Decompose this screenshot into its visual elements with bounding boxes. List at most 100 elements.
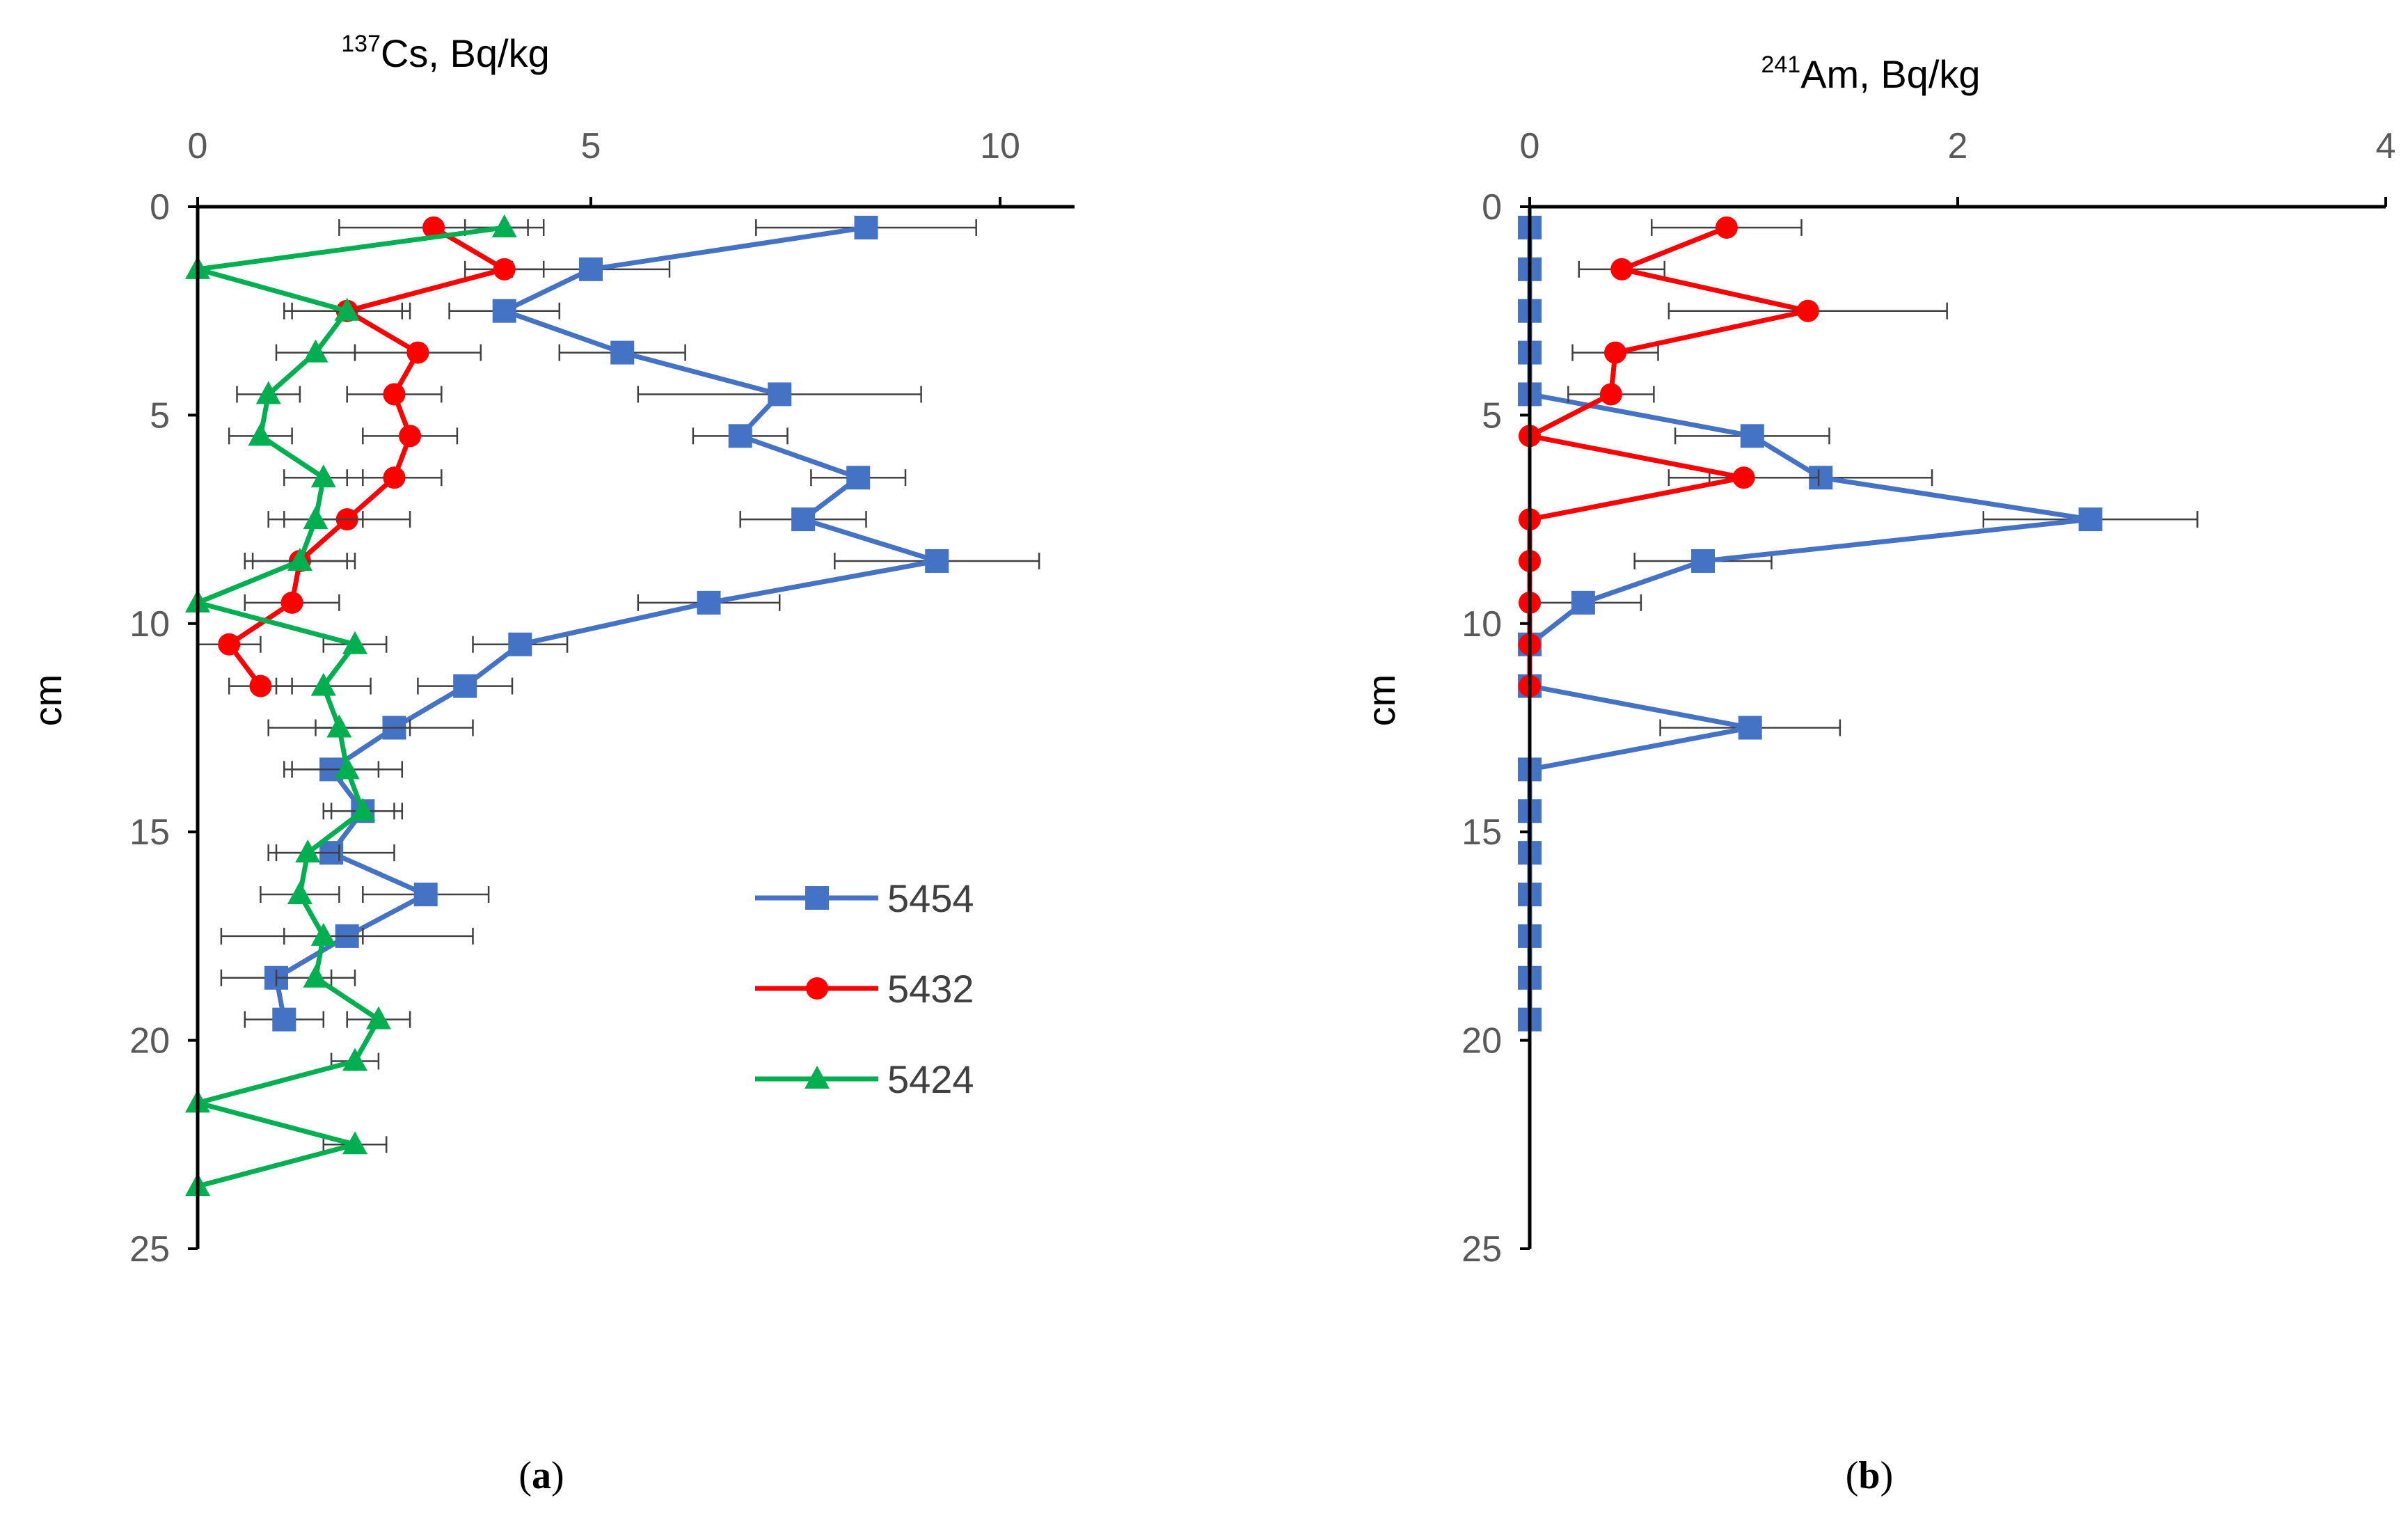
chart-b-caption: (b) xyxy=(1846,1454,1893,1497)
chart-a-point-5454 xyxy=(697,590,721,615)
chart-a-point-5424 xyxy=(287,881,312,905)
chart-b-x-tick-label: 4 xyxy=(2376,126,2396,166)
chart-a-caption-letter: a xyxy=(532,1454,551,1497)
chart-a-point-5424 xyxy=(287,547,312,571)
chart-a-point-5424 xyxy=(350,798,376,821)
chart-a-point-5454 xyxy=(272,1007,296,1032)
legend-marker-5454 xyxy=(805,886,829,910)
legend-label-5432: 5432 xyxy=(887,967,974,1011)
chart-a-point-5424 xyxy=(295,839,321,863)
chart-a-point-5454 xyxy=(846,466,871,490)
chart-a-line-5454 xyxy=(274,225,940,1020)
chart-a-point-5424 xyxy=(342,1131,367,1155)
legend-label-5424: 5424 xyxy=(887,1057,974,1101)
chart-a-point-5454 xyxy=(610,340,635,365)
chart-b-series-5432 xyxy=(1519,216,1948,697)
chart-b-y-tick-label: 5 xyxy=(1482,395,1502,436)
chart-a-series-5424 xyxy=(185,214,545,1197)
chart-a-point-5432 xyxy=(399,425,422,448)
chart-a-point-5424 xyxy=(255,381,281,404)
chart-a-point-5454 xyxy=(854,215,878,239)
chart-b-point-5454 xyxy=(1738,716,1762,740)
chart-a-point-5424 xyxy=(303,506,328,530)
chart-a-point-5432 xyxy=(249,674,272,697)
chart-a-point-5454 xyxy=(768,382,792,407)
chart-a-point-5424 xyxy=(342,1048,367,1071)
chart-b-point-5432 xyxy=(1796,299,1819,322)
legend-label-5454: 5454 xyxy=(887,876,974,920)
chart-b-point-5432 xyxy=(1715,216,1738,239)
chart-b-title-isotope: 241 xyxy=(1761,52,1800,78)
chart-a-point-5432 xyxy=(493,258,516,281)
chart-a-y-tick-label: 25 xyxy=(129,1229,170,1270)
chart-a-point-5424 xyxy=(491,214,517,237)
chart-b-point-5432 xyxy=(1604,341,1626,364)
chart-a-y-tick-label: 5 xyxy=(150,395,170,436)
chart-a-point-5432 xyxy=(383,466,406,489)
chart-b-point-5432 xyxy=(1599,383,1622,406)
chart-b-y-tick-label: 25 xyxy=(1462,1229,1502,1270)
chart-a-ylabel: cm xyxy=(26,674,70,727)
chart-a-point-5424 xyxy=(334,756,360,780)
chart-a-point-5454 xyxy=(728,424,752,448)
chart-a-point-5424 xyxy=(310,922,336,946)
chart-a-series-5432 xyxy=(196,216,545,697)
chart-a-x-tick-label: 0 xyxy=(188,126,208,166)
chart-a-point-5454 xyxy=(453,674,477,698)
chart-a-legend: 5454 5432 5424 xyxy=(755,876,974,1101)
chart-a-y-tick-label: 15 xyxy=(129,812,170,853)
chart-b-y-tick-label: 10 xyxy=(1462,604,1502,645)
chart-a-point-5454 xyxy=(492,299,516,323)
chart-a-point-5424 xyxy=(310,464,336,488)
chart-b-point-5454 xyxy=(1740,424,1764,448)
chart-b-series-5454 xyxy=(1518,215,2199,1032)
chart-a-series-5454 xyxy=(220,215,1040,1032)
chart-b-x-tick-label: 0 xyxy=(1520,126,1540,166)
chart-a-point-5454 xyxy=(579,257,603,281)
chart-a-point-5424 xyxy=(248,423,274,446)
chart-a-point-5432 xyxy=(422,216,445,239)
chart-a-y-tick-label: 10 xyxy=(129,604,170,645)
chart-b-y-tick-label: 20 xyxy=(1462,1021,1502,1062)
chart-a-line-5432 xyxy=(226,225,507,688)
chart-b-point-5454 xyxy=(1691,549,1716,573)
chart-a-point-5454 xyxy=(413,883,438,907)
chart-a-point-5432 xyxy=(383,383,406,406)
chart-a-point-5424 xyxy=(326,714,352,738)
chart-b-point-5432 xyxy=(1732,466,1755,489)
chart-b-title: 241Am, Bq/kg xyxy=(1761,52,1980,96)
chart-a-x-tick-label: 10 xyxy=(980,126,1020,166)
chart-b-line-5432 xyxy=(1527,225,1811,686)
chart-a-point-5454 xyxy=(508,632,532,656)
chart-a-x-tick-label: 5 xyxy=(581,126,601,166)
chart-b-point-5454 xyxy=(2078,507,2102,532)
chart-a-point-5432 xyxy=(218,633,241,656)
chart-a-point-5432 xyxy=(406,341,429,364)
legend-marker-5432 xyxy=(806,977,828,1000)
chart-a-y-tick-label: 20 xyxy=(129,1021,170,1062)
chart-a-title-text: Cs, Bq/kg xyxy=(381,31,550,75)
chart-a-line-5424 xyxy=(195,225,505,1189)
chart-a-title: 137Cs, Bq/kg xyxy=(341,31,550,75)
chart-panel-b: 241Am, Bq/kg cm 0 2 4 0 5 10 15 20 25 (b) xyxy=(1359,52,2395,1497)
chart-b-title-text: Am, Bq/kg xyxy=(1800,52,1980,96)
chart-a-title-isotope: 137 xyxy=(341,31,381,57)
chart-a-point-5424 xyxy=(365,1006,391,1029)
chart-a-point-5424 xyxy=(310,672,336,696)
chart-b-x-tick-label: 2 xyxy=(1948,126,1968,166)
chart-b-y-tick-label: 15 xyxy=(1462,812,1502,853)
chart-a-point-5454 xyxy=(791,507,816,532)
chart-b-point-5454 xyxy=(1571,590,1595,615)
chart-a-point-5424 xyxy=(334,297,360,321)
chart-b-ylabel: cm xyxy=(1359,674,1403,727)
chart-b-caption-letter: b xyxy=(1858,1454,1880,1497)
chart-a-y-tick-label: 0 xyxy=(150,187,170,228)
chart-a-point-5424 xyxy=(303,339,328,363)
chart-a-point-5424 xyxy=(342,631,367,654)
chart-a-caption: (a) xyxy=(518,1454,564,1497)
chart-a-point-5432 xyxy=(280,591,303,614)
chart-a-point-5454 xyxy=(925,549,949,573)
chart-b-y-tick-label: 0 xyxy=(1482,187,1502,228)
